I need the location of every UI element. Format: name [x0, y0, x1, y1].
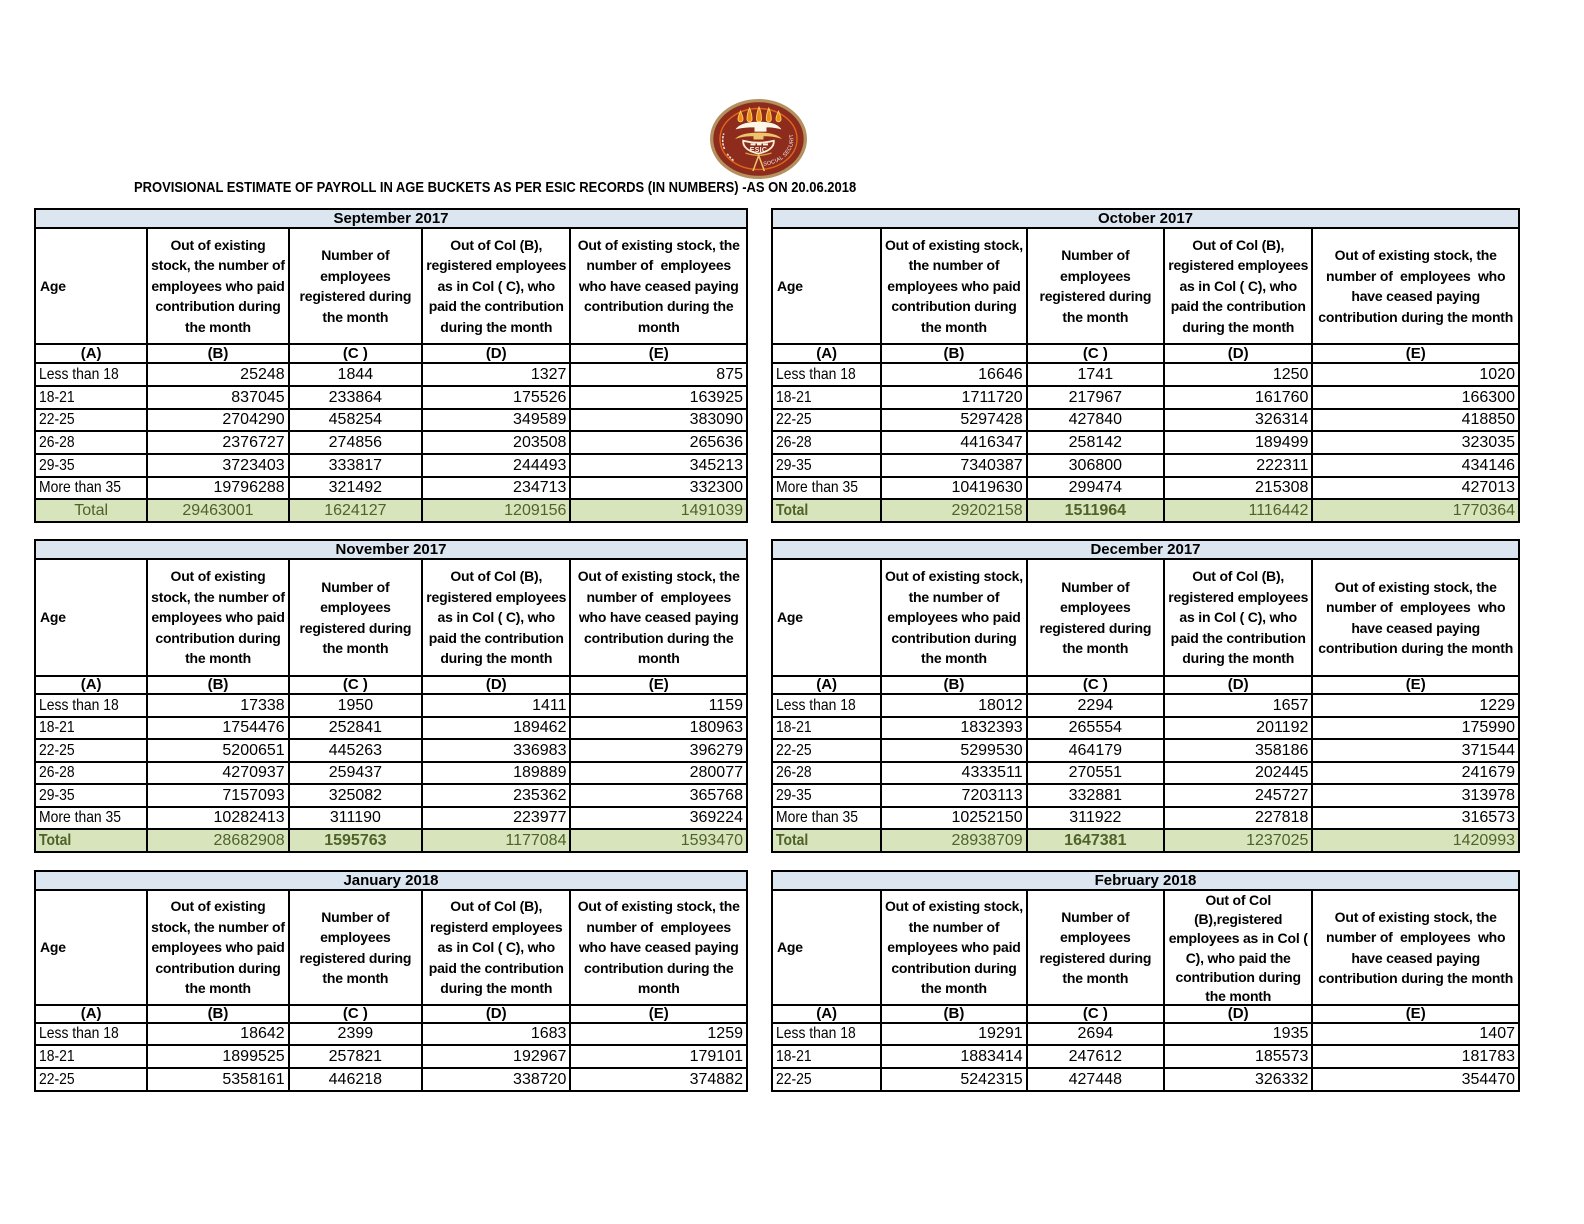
svg-text:ESIC: ESIC	[750, 147, 768, 154]
